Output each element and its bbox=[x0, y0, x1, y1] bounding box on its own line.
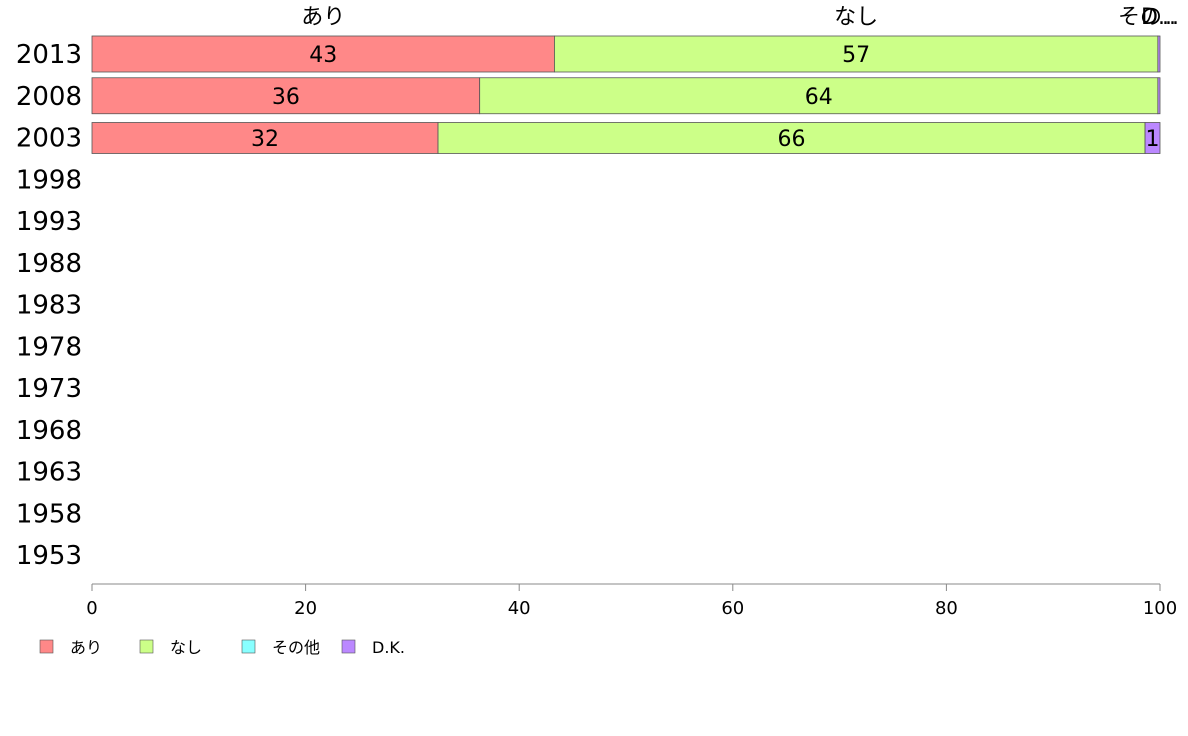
legend-label: その他 bbox=[272, 638, 320, 657]
data-label: 32 bbox=[251, 127, 279, 152]
data-label: 43 bbox=[309, 43, 337, 68]
bar-segment bbox=[479, 77, 1159, 115]
top-category-label: なし bbox=[834, 5, 878, 30]
bar-segment bbox=[1144, 122, 1161, 154]
year-label: 1973 bbox=[16, 374, 82, 404]
bar-segment bbox=[91, 122, 439, 154]
data-label: 64 bbox=[805, 85, 833, 110]
year-label: 1968 bbox=[16, 416, 82, 446]
year-label: 1963 bbox=[16, 458, 82, 488]
year-label: 1983 bbox=[16, 291, 82, 321]
year-label: 2008 bbox=[16, 82, 82, 112]
top-category-label: あり bbox=[301, 5, 345, 30]
data-label: 1 bbox=[1146, 127, 1160, 152]
bar-segment bbox=[91, 77, 481, 115]
bar-segment bbox=[437, 122, 1146, 154]
legend-swatch bbox=[241, 639, 256, 654]
year-label: 1993 bbox=[16, 207, 82, 237]
top-category-label: D... bbox=[1141, 5, 1179, 30]
legend-swatch bbox=[39, 639, 54, 654]
data-label: 57 bbox=[842, 43, 870, 68]
x-tick-label: 40 bbox=[508, 598, 531, 619]
legend-label: なし bbox=[170, 638, 202, 657]
year-label: 1998 bbox=[16, 165, 82, 195]
bar-segment bbox=[91, 35, 555, 73]
year-label: 1988 bbox=[16, 249, 82, 279]
x-tick-label: 60 bbox=[721, 598, 744, 619]
year-label: 2003 bbox=[16, 124, 82, 154]
x-tick-label: 100 bbox=[1143, 598, 1177, 619]
year-label: 1953 bbox=[16, 541, 82, 571]
legend-label: あり bbox=[70, 638, 102, 657]
year-label: 1978 bbox=[16, 332, 82, 362]
x-tick-label: 0 bbox=[86, 598, 97, 619]
legend-swatch bbox=[139, 639, 154, 654]
year-label: 2013 bbox=[16, 40, 82, 70]
x-tick-label: 20 bbox=[294, 598, 317, 619]
data-label: 36 bbox=[272, 85, 300, 110]
bar-segment bbox=[1157, 35, 1161, 73]
bar-segment bbox=[1157, 77, 1161, 115]
legend-label: D.K. bbox=[372, 638, 405, 657]
year-label: 1958 bbox=[16, 499, 82, 529]
data-label: 66 bbox=[778, 127, 806, 152]
legend-swatch bbox=[341, 639, 356, 654]
top-category-label: その.. bbox=[1118, 5, 1176, 30]
bar-segment bbox=[554, 35, 1159, 73]
x-tick-label: 80 bbox=[935, 598, 958, 619]
